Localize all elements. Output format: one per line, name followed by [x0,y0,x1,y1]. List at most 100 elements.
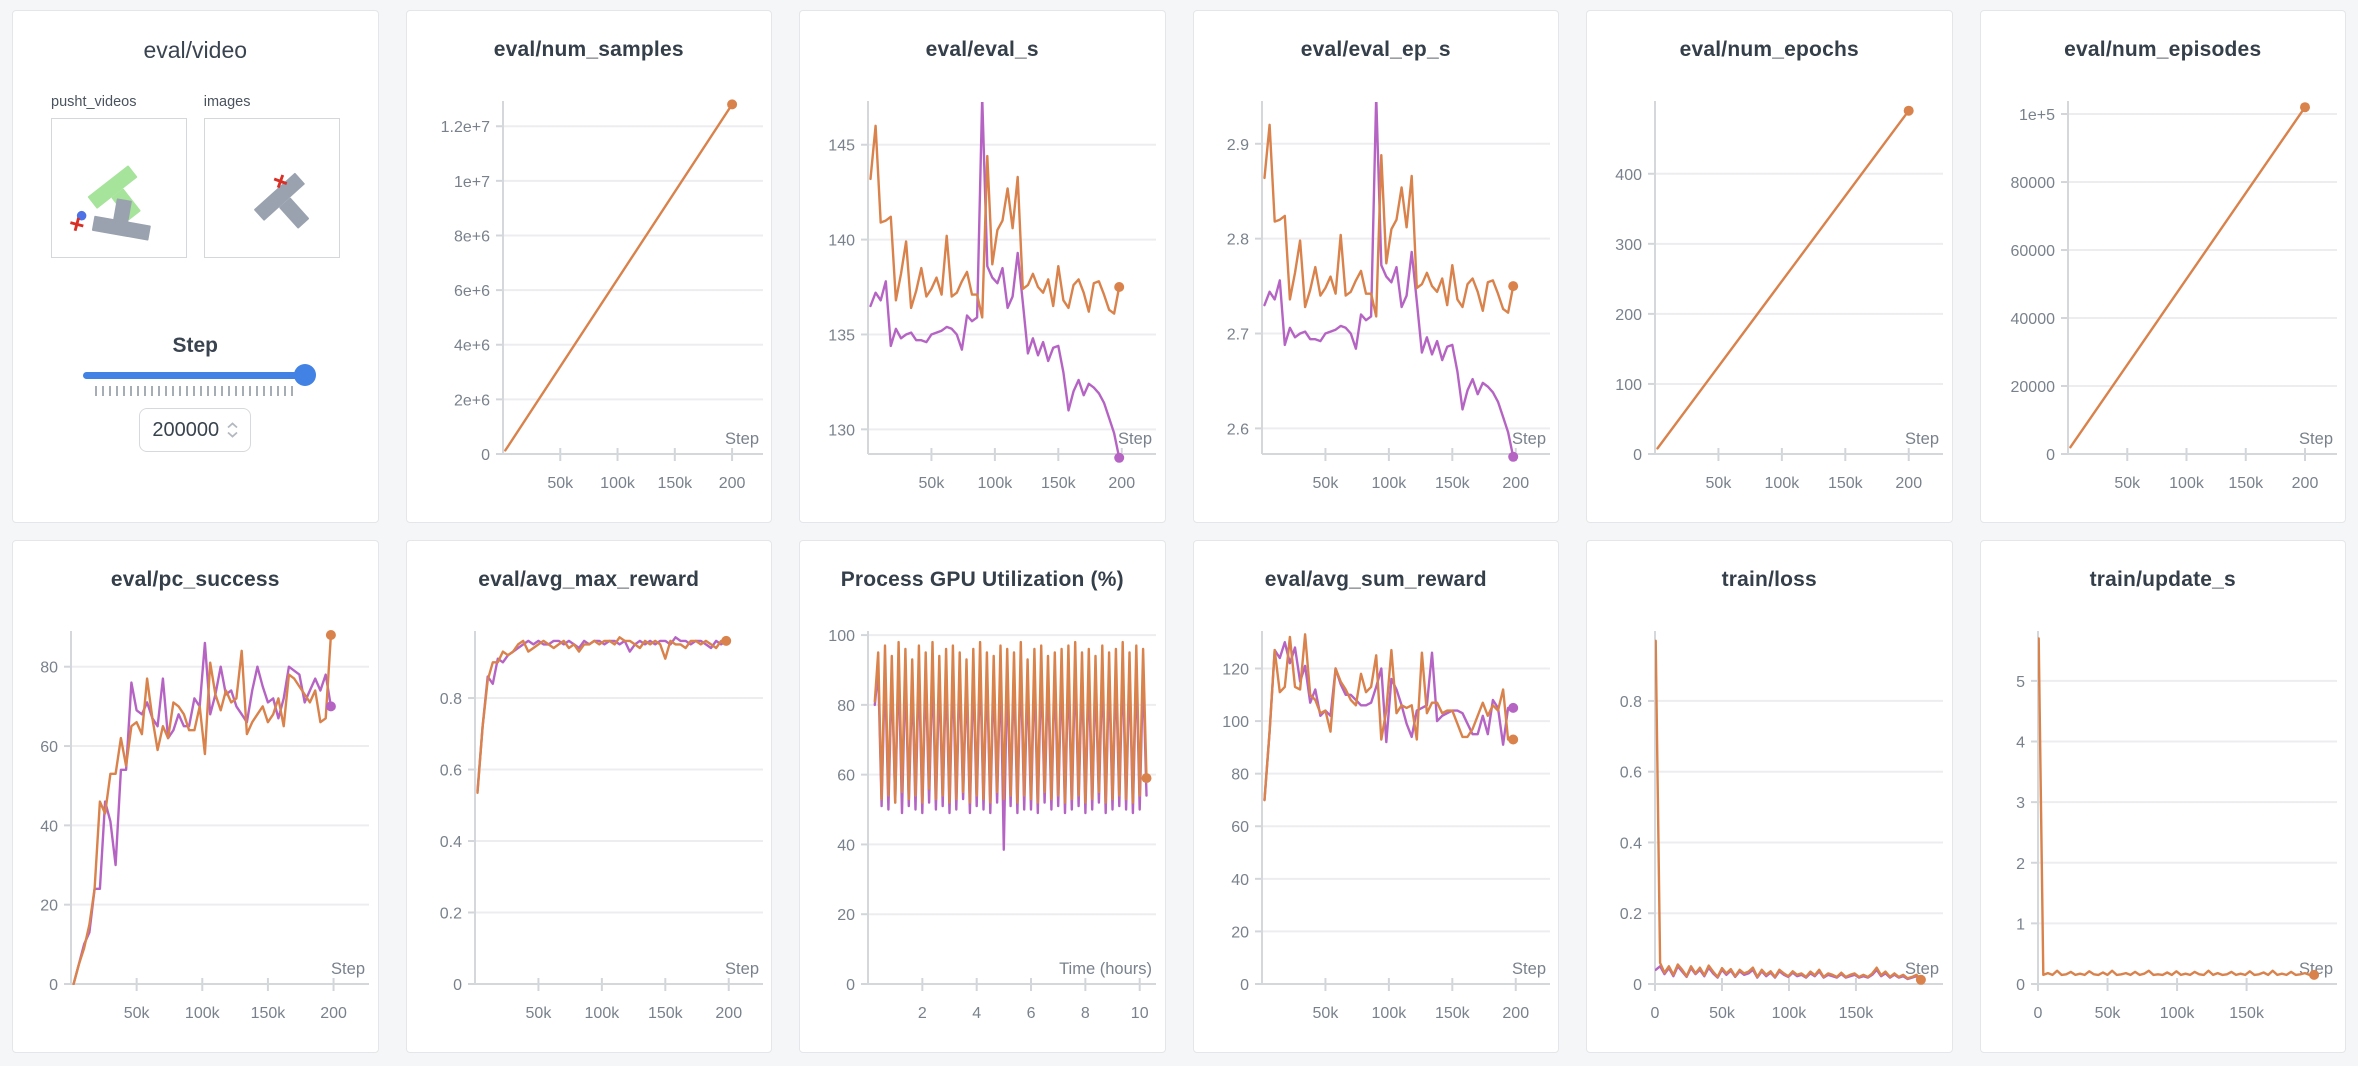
chart-eval-avg-sum-reward[interactable]: 0 20 40 60 80 100 120 50k 100k 150k 200 Step [1195,611,1557,1051]
panel-title: Process GPU Utilization (%) [840,568,1124,591]
media-label: images [203,94,251,110]
chart-train-loss[interactable]: 0 0.2 0.4 0.6 0.8 0 50k 100k 150k Step [1588,611,1950,1051]
svg-text:120: 120 [1222,661,1249,678]
svg-text:0: 0 [1633,977,1642,994]
svg-text:100k: 100k [1371,475,1407,492]
svg-text:10: 10 [1131,1005,1149,1022]
svg-text:1: 1 [2016,916,2025,933]
svg-text:50k: 50k [919,475,946,492]
svg-text:130: 130 [829,422,856,439]
panel-eval-num-epochs: eval/num_epochs 0 100 200 300 400 50k 100k 150k… [1586,10,1953,523]
svg-text:50k: 50k [124,1005,151,1022]
step-slider-track[interactable] [82,364,316,386]
svg-text:135: 135 [829,327,856,344]
series-line-orange [476,636,728,795]
chart-gpu-utilization[interactable]: 0 20 40 60 80 100 2 4 6 8 10 Time (hours) [801,611,1163,1051]
panel-eval-avg-max-reward: eval/avg_max_reward 0 0.2 0.4 0.6 0.8 50k 100k… [405,540,772,1053]
x-axis-label: Step [1905,430,1939,448]
x-axis-label: Step [1118,430,1152,448]
step-slider-label: Step [172,334,218,357]
series-endpoint-dot [1916,974,1927,985]
series-endpoint-dot [726,99,737,110]
svg-text:6: 6 [1027,1005,1036,1022]
panel-eval-eval-ep-s: eval/eval_ep_s 2.6 2.7 2.8 2.9 50k 100k 150k 20… [1192,10,1559,523]
svg-text:20: 20 [40,898,58,915]
svg-text:0.4: 0.4 [440,834,462,851]
target-cross-icon [273,174,287,189]
chevron-up-icon[interactable] [227,422,238,429]
svg-text:60: 60 [1231,819,1249,836]
step-value-spinner[interactable] [227,422,238,438]
series-endpoint-dot [1507,734,1518,745]
panel-title: eval/num_samples [493,38,684,61]
svg-text:100k: 100k [185,1005,221,1022]
step-value-input[interactable]: 200000 [139,408,252,452]
panel-gpu-utilization: Process GPU Utilization (%) 0 20 40 60 80 100… [799,540,1166,1053]
panel-eval-num-samples: eval/num_samples 0 2e+6 4e+6 6e+6 8e+6 1e+7 1.… [405,10,772,523]
pusht-videos-thumbnail[interactable] [51,118,187,258]
chevron-down-icon[interactable] [227,431,238,438]
panel-eval-eval-s: eval/eval_s 130 135 140 145 50k 100k 150k 200 St… [799,10,1166,523]
series-endpoint-dot [1114,282,1125,292]
panel-eval-num-episodes: eval/num_episodes 0 20000 40000 60000 80000 1… [1979,10,2346,523]
svg-text:50k: 50k [1312,1005,1339,1022]
svg-text:150k: 150k [1828,475,1864,492]
svg-text:200: 200 [1502,1005,1529,1022]
images-thumbnail[interactable] [203,118,340,258]
step-value[interactable]: 200000 [152,418,220,441]
svg-text:200: 200 [1616,307,1643,324]
media-area: pusht_videos images [13,94,378,258]
svg-text:50k: 50k [547,475,574,492]
svg-text:0: 0 [1633,447,1642,464]
gray-t-block [253,172,309,229]
svg-text:0: 0 [453,977,462,994]
panel-train-update-s: train/update_s 0 1 2 3 4 5 0 50k 100k 150k Step [1979,540,2346,1053]
series-line-orange [1656,109,1911,450]
svg-text:50k: 50k [2114,475,2141,492]
step-slider-thumb[interactable] [293,364,316,386]
panel-title: eval/eval_s [925,38,1039,61]
svg-text:80000: 80000 [2010,175,2055,192]
svg-text:0.6: 0.6 [440,763,462,780]
x-axis-label: Step [331,960,365,978]
chart-eval-num-samples[interactable]: 0 2e+6 4e+6 6e+6 8e+6 1e+7 1.2e+7 50k 100k 150k 20… [408,81,770,521]
svg-text:0: 0 [1651,1005,1660,1022]
svg-text:150k: 150k [2228,475,2264,492]
series-endpoint-dot [1903,105,1914,116]
svg-text:100: 100 [1616,377,1643,394]
svg-text:60: 60 [40,739,58,756]
svg-text:8e+6: 8e+6 [454,228,490,245]
svg-text:100k: 100k [2159,1005,2195,1022]
svg-text:300: 300 [1616,237,1643,254]
chart-eval-avg-max-reward[interactable]: 0 0.2 0.4 0.6 0.8 50k 100k 150k 200 Step [408,611,770,1051]
series-line-purple [72,641,333,985]
svg-text:200: 200 [1502,475,1529,492]
svg-text:40: 40 [40,818,58,835]
chart-eval-num-episodes[interactable]: 0 20000 40000 60000 80000 1e+5 50k 100k 150k 200 S… [1982,81,2344,521]
x-axis-label: Step [725,960,759,978]
svg-text:0: 0 [481,447,490,464]
x-axis-label: Step [1512,960,1546,978]
chart-eval-num-epochs[interactable]: 0 100 200 300 400 50k 100k 150k 200 Step [1588,81,1950,521]
svg-text:50k: 50k [1709,1005,1736,1022]
chart-eval-eval-ep-s[interactable]: 2.6 2.7 2.8 2.9 50k 100k 150k 200 Step [1195,81,1557,521]
series-endpoint-dot [1114,452,1125,463]
svg-text:150k: 150k [657,475,693,492]
chart-eval-pc-success[interactable]: 0 20 40 60 80 50k 100k 150k 200 Step [14,611,376,1051]
svg-text:80: 80 [40,660,58,677]
panel-title: eval/avg_max_reward [478,568,700,591]
series-endpoint-dot [2308,969,2319,980]
series-endpoint-dot [2299,102,2310,113]
series-endpoint-dot [1507,451,1518,462]
svg-text:50k: 50k [1312,475,1339,492]
svg-text:0.4: 0.4 [1620,835,1642,852]
svg-text:20: 20 [1231,924,1249,941]
chart-eval-eval-s[interactable]: 130 135 140 145 50k 100k 150k 200 Step [801,81,1163,521]
svg-text:40: 40 [837,837,855,854]
x-axis-label: Step [725,430,759,448]
series-line-orange [1655,639,1923,981]
svg-text:145: 145 [829,138,856,155]
svg-text:100k: 100k [1772,1005,1808,1022]
gray-t-block [91,198,151,241]
